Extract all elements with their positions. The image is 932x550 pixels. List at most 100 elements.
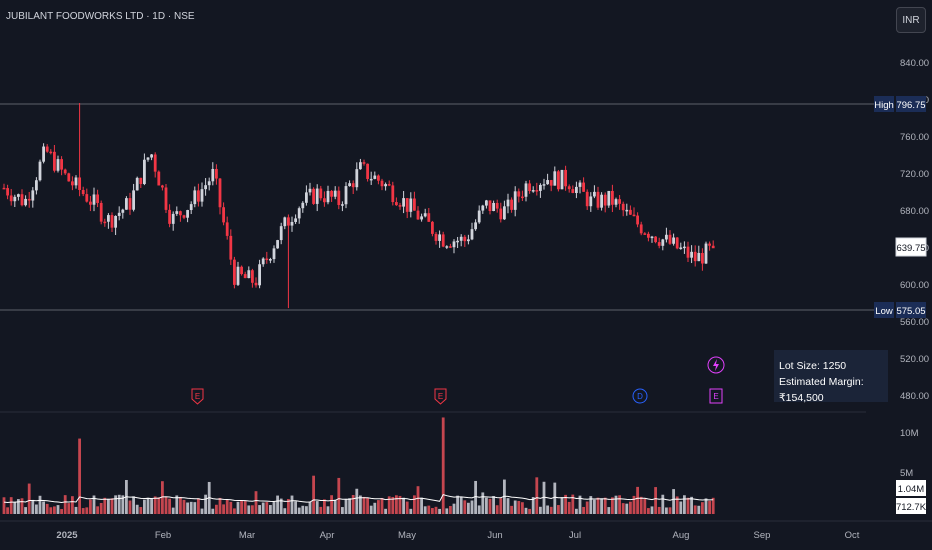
volume-bar [56, 505, 60, 514]
candle [449, 243, 452, 248]
volume-bar [596, 497, 600, 514]
volume-bar [150, 498, 153, 514]
volume-bar [441, 417, 445, 514]
volume-bar [85, 507, 89, 514]
candle [701, 248, 704, 271]
volume-bar [650, 506, 654, 514]
volume-bar [499, 498, 503, 514]
candle [560, 169, 564, 190]
candle [233, 256, 236, 289]
candle [485, 199, 488, 209]
candle [625, 203, 629, 216]
candle [45, 144, 49, 153]
candle [42, 143, 45, 164]
candle [575, 181, 578, 199]
earnings-marker-2[interactable]: E [434, 388, 447, 405]
price-tick-label: 720.00 [900, 169, 929, 180]
candle [657, 237, 661, 249]
candle [506, 193, 510, 214]
volume-bar [128, 500, 132, 514]
volume-bar [200, 508, 204, 514]
candle [287, 214, 290, 309]
volume-bar [528, 508, 531, 514]
candle [272, 245, 276, 263]
candle [132, 183, 135, 212]
candle [215, 164, 218, 185]
volume-bar [53, 506, 56, 514]
volume-bar [233, 508, 236, 514]
high-label: High [874, 100, 894, 111]
currency-button[interactable]: INR [896, 7, 926, 33]
candle [276, 239, 279, 249]
candle [431, 220, 434, 237]
candle [697, 245, 701, 262]
volume-bar [333, 499, 337, 514]
volume-bar [229, 501, 233, 514]
volume-bar [521, 502, 524, 514]
volume-bar [632, 495, 636, 514]
time-tick-label: Mar [239, 530, 255, 541]
volume-bar [337, 477, 341, 514]
candle [690, 245, 693, 264]
volume-bar [614, 495, 618, 514]
candle [305, 185, 308, 206]
volume-bar [251, 505, 254, 514]
candle [258, 259, 261, 289]
volume-bar [348, 498, 351, 514]
flash-marker[interactable] [707, 356, 725, 374]
candle [117, 206, 121, 221]
time-axis[interactable]: 2025 Feb Mar Apr May Jun Jul Aug Sep Oct [56, 530, 859, 541]
volume-bar [92, 495, 96, 514]
volume-bar [704, 498, 708, 514]
candle [582, 177, 585, 192]
volume-bar [13, 502, 17, 514]
candle [517, 188, 521, 203]
candle [359, 158, 362, 170]
candle [135, 176, 139, 191]
candle [557, 169, 560, 192]
volume-bar [557, 505, 560, 514]
volume-ma-line [3, 494, 714, 504]
candle [445, 245, 449, 250]
earnings-marker-1[interactable]: E [191, 388, 204, 405]
volume-bar [99, 502, 103, 514]
volume-bar [625, 503, 629, 514]
volume-bar [643, 498, 647, 514]
candle [636, 212, 639, 228]
volume-bar [503, 479, 506, 514]
candle [17, 193, 20, 201]
candle [49, 149, 53, 155]
high-marker: High 796.75 [874, 96, 926, 112]
candle [643, 232, 647, 235]
candle [9, 188, 13, 206]
earnings-marker-3[interactable]: E [709, 388, 723, 404]
candle [251, 268, 254, 288]
candle [528, 180, 531, 194]
candle [607, 190, 611, 208]
dividend-icon: D [637, 392, 643, 401]
candle [56, 155, 60, 173]
candle [477, 205, 481, 224]
volume-tick-5m: 5M [900, 468, 913, 479]
candle [539, 183, 542, 198]
candle [683, 241, 686, 254]
candle [711, 240, 715, 249]
volume-bar [585, 501, 589, 514]
candle [27, 191, 31, 208]
candle [103, 218, 107, 227]
volume-bar [81, 508, 85, 514]
volume-bar [2, 497, 6, 514]
candle [456, 236, 459, 249]
candle [110, 212, 114, 232]
volume-bar [564, 494, 567, 514]
volume-bar [215, 504, 218, 514]
candle [366, 163, 369, 182]
candle [441, 231, 445, 248]
candle [89, 195, 92, 212]
candle [279, 222, 283, 245]
volume-bar [164, 496, 168, 514]
lot-size-text: Lot Size: 1250 [779, 360, 847, 372]
dividend-marker[interactable]: D [632, 388, 648, 404]
candle [294, 214, 297, 225]
